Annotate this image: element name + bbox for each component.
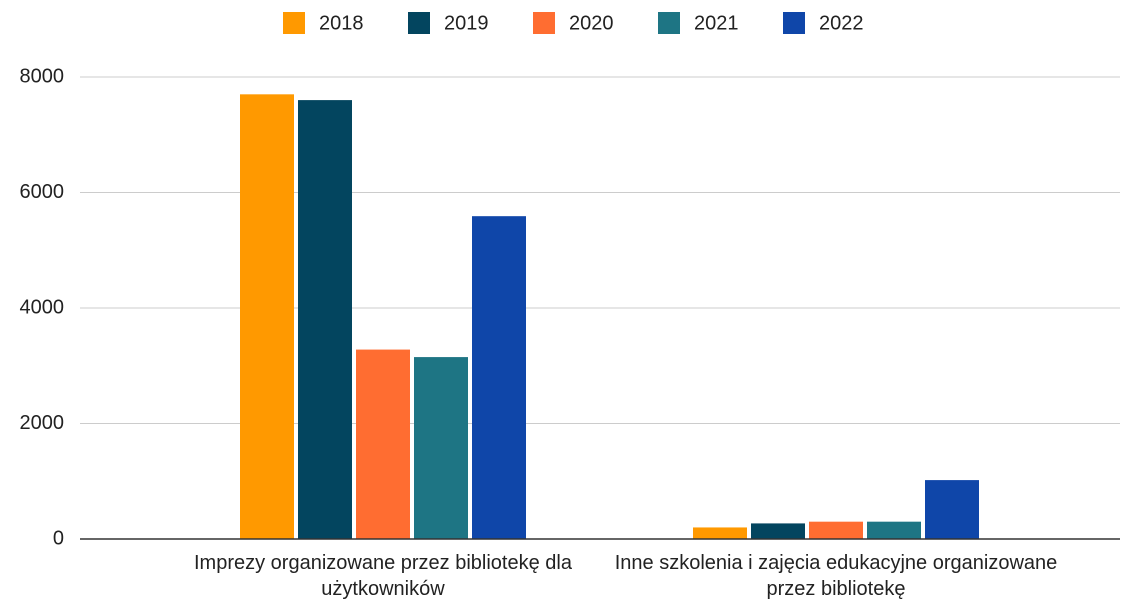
x-tick-label: Imprezy organizowane przez bibliotekę dl…: [194, 552, 572, 600]
legend-swatch: [533, 12, 555, 34]
legend-swatch: [408, 12, 430, 34]
y-tick-label: 8000: [20, 65, 65, 87]
bar: [240, 94, 294, 539]
legend-label: 2020: [569, 12, 614, 34]
bar: [751, 523, 805, 539]
legend-label: 2021: [694, 12, 739, 34]
bar: [414, 357, 468, 539]
legend-swatch: [658, 12, 680, 34]
bar: [867, 521, 921, 539]
legend-label: 2018: [319, 12, 364, 34]
legend-swatch: [283, 12, 305, 34]
bar: [925, 480, 979, 539]
y-tick-label: 6000: [20, 181, 65, 203]
y-tick-label: 2000: [20, 412, 65, 434]
bar: [809, 521, 863, 539]
legend-label: 2019: [444, 12, 489, 34]
legend-swatch: [783, 12, 805, 34]
y-tick-label: 0: [53, 527, 64, 549]
y-tick-label: 4000: [20, 296, 65, 318]
bar: [472, 216, 526, 540]
bar: [356, 349, 410, 539]
bar: [298, 100, 352, 539]
x-tick-label: Inne szkolenia i zajęcia edukacyjne orga…: [614, 552, 1058, 600]
legend-label: 2022: [819, 12, 864, 34]
bar: [693, 527, 747, 539]
